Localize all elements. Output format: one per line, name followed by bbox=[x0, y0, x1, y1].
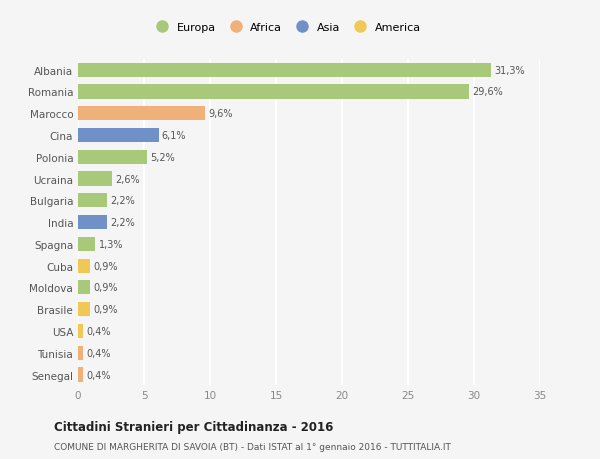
Text: 2,6%: 2,6% bbox=[116, 174, 140, 184]
Bar bbox=[78, 63, 491, 78]
Bar bbox=[78, 151, 146, 164]
Bar bbox=[78, 259, 90, 273]
Bar bbox=[78, 85, 469, 99]
Bar bbox=[78, 302, 90, 317]
Text: 5,2%: 5,2% bbox=[150, 152, 175, 162]
Text: 2,2%: 2,2% bbox=[110, 196, 135, 206]
Text: 6,1%: 6,1% bbox=[162, 131, 187, 141]
Text: 0,9%: 0,9% bbox=[93, 283, 118, 293]
Text: Cittadini Stranieri per Cittadinanza - 2016: Cittadini Stranieri per Cittadinanza - 2… bbox=[54, 420, 334, 433]
Text: 0,4%: 0,4% bbox=[86, 326, 111, 336]
Bar bbox=[78, 129, 158, 143]
Bar bbox=[78, 346, 83, 360]
Bar bbox=[78, 324, 83, 338]
Text: 1,3%: 1,3% bbox=[98, 239, 123, 249]
Text: 0,4%: 0,4% bbox=[86, 348, 111, 358]
Text: 31,3%: 31,3% bbox=[494, 66, 525, 76]
Bar bbox=[78, 107, 205, 121]
Text: 0,4%: 0,4% bbox=[86, 369, 111, 380]
Bar bbox=[78, 237, 95, 252]
Text: 29,6%: 29,6% bbox=[472, 87, 503, 97]
Text: 0,9%: 0,9% bbox=[93, 261, 118, 271]
Bar bbox=[78, 172, 112, 186]
Bar bbox=[78, 194, 107, 208]
Bar bbox=[78, 368, 83, 382]
Text: COMUNE DI MARGHERITA DI SAVOIA (BT) - Dati ISTAT al 1° gennaio 2016 - TUTTITALIA: COMUNE DI MARGHERITA DI SAVOIA (BT) - Da… bbox=[54, 442, 451, 451]
Bar bbox=[78, 216, 107, 230]
Text: 9,6%: 9,6% bbox=[208, 109, 233, 119]
Text: 2,2%: 2,2% bbox=[110, 218, 135, 228]
Legend: Europa, Africa, Asia, America: Europa, Africa, Asia, America bbox=[151, 23, 421, 33]
Bar bbox=[78, 281, 90, 295]
Text: 0,9%: 0,9% bbox=[93, 304, 118, 314]
